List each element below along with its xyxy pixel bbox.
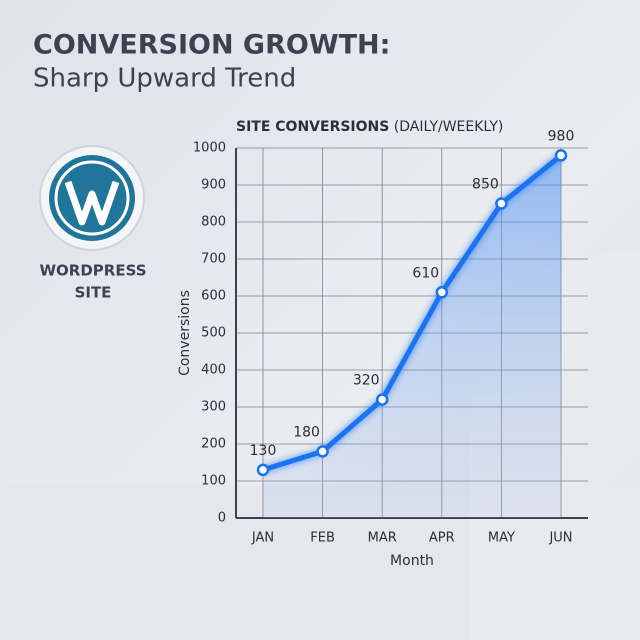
- data-label: 610: [412, 265, 439, 281]
- chart-title-main: SITE CONVERSIONS: [236, 119, 389, 135]
- logo-inner-ring: [54, 160, 130, 236]
- y-tick-label: 100: [201, 474, 226, 489]
- y-tick-label: 200: [201, 437, 226, 452]
- data-label: 980: [548, 128, 575, 144]
- badge-label: WORDPRESS: [39, 262, 146, 280]
- data-label: 130: [250, 443, 277, 459]
- chart-title: SITE CONVERSIONS (DAILY/WEEKLY): [236, 119, 503, 135]
- y-tick-label: 600: [201, 289, 226, 304]
- point: [316, 445, 329, 458]
- y-tick-label: 400: [201, 363, 226, 378]
- x-tick-label: JUN: [548, 531, 572, 546]
- point: [256, 463, 270, 477]
- x-axis-label: Month: [390, 553, 434, 569]
- data-label: 320: [353, 373, 380, 389]
- x-tick-label: JAN: [251, 531, 274, 546]
- x-tick-label: MAR: [368, 531, 397, 546]
- line: [262, 153, 563, 473]
- y-tick-label: 900: [201, 178, 226, 193]
- badge-label: SITE: [75, 284, 112, 302]
- chart-title-note: (DAILY/WEEKLY): [394, 119, 504, 135]
- x-tick-label: APR: [429, 531, 455, 546]
- point: [554, 149, 568, 162]
- y-tick-label: 300: [201, 400, 226, 415]
- area: [263, 155, 561, 518]
- point: [435, 286, 449, 299]
- data-label: 850: [472, 177, 499, 193]
- x-tick-label: FEB: [310, 531, 335, 546]
- y-tick-label: 1000: [193, 141, 226, 156]
- y-tick-label: 800: [201, 215, 226, 230]
- logo-w: [64, 180, 120, 226]
- x-tick-label: MAY: [488, 531, 515, 546]
- y-tick-label: 500: [201, 326, 226, 341]
- y-tick-label: 700: [201, 252, 226, 267]
- data-label: 180: [293, 424, 320, 440]
- wordpress-logo: [39, 145, 145, 251]
- subtitle: Sharp Upward Trend: [33, 64, 296, 94]
- y-axis-label: Conversions: [177, 290, 193, 376]
- point: [375, 393, 389, 406]
- title: CONVERSION GROWTH:: [33, 30, 390, 61]
- y-tick-label: 0: [218, 511, 226, 526]
- point: [495, 197, 508, 210]
